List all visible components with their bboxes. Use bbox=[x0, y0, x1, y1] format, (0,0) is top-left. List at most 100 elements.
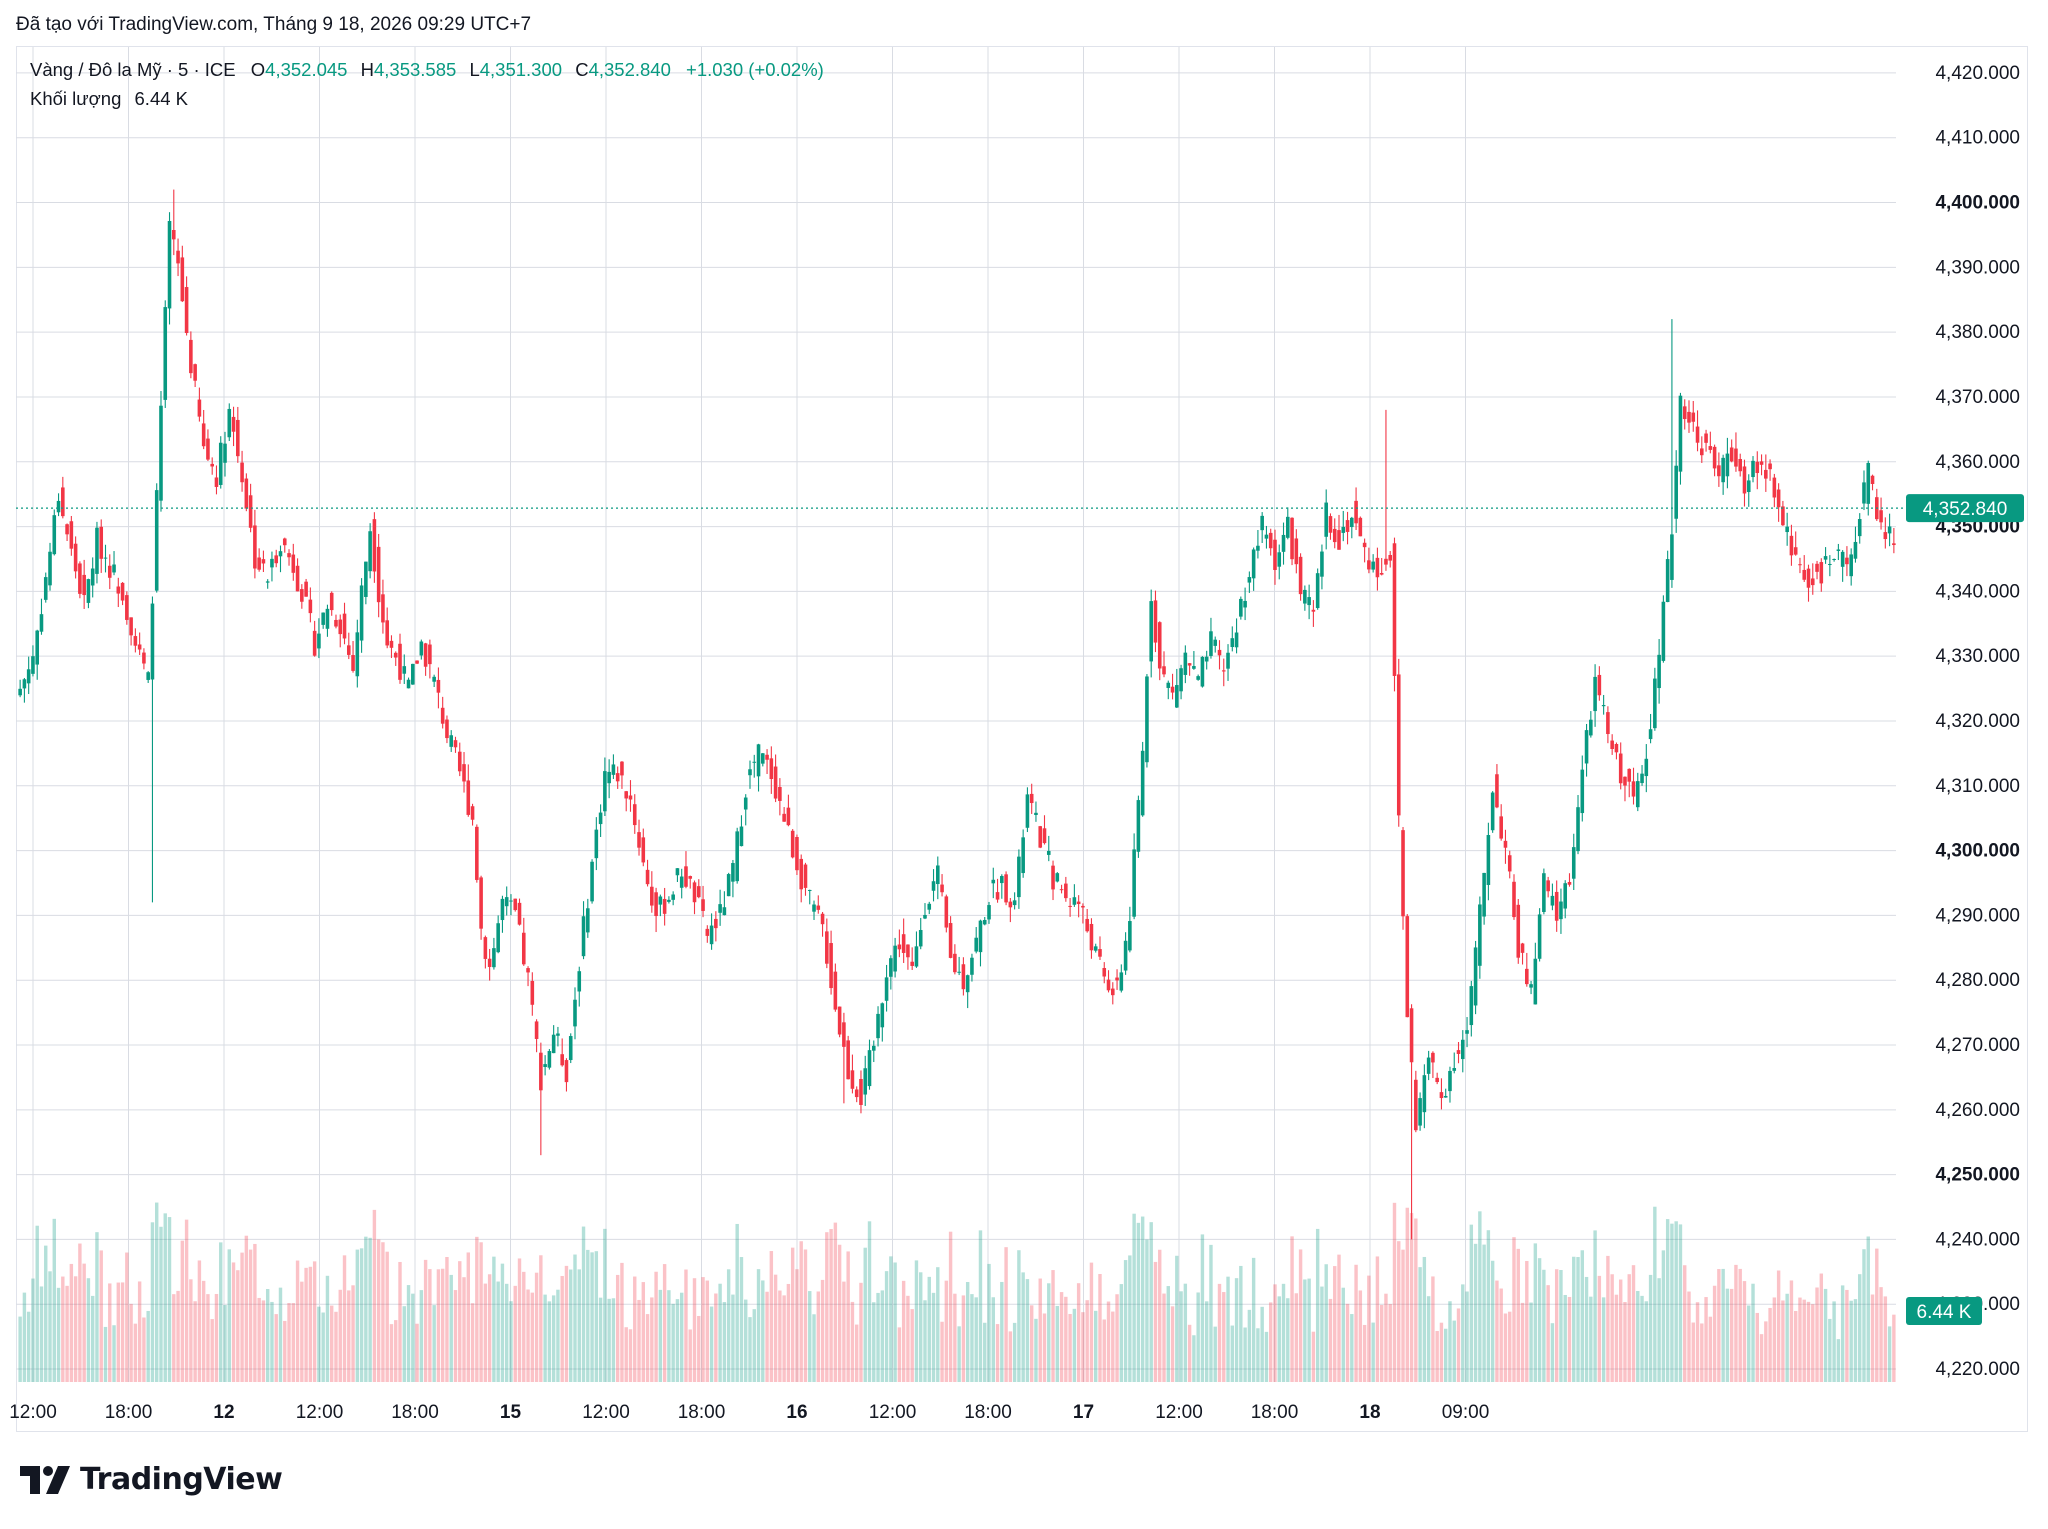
candle-body bbox=[893, 945, 897, 972]
volume-bar bbox=[1059, 1292, 1064, 1382]
candle-body bbox=[1008, 901, 1013, 908]
volume-bar bbox=[957, 1326, 961, 1382]
candle-body bbox=[1478, 904, 1482, 966]
candle-body bbox=[1691, 412, 1696, 422]
volume-label[interactable]: Khối lượng bbox=[30, 88, 122, 109]
volume-bar bbox=[919, 1272, 923, 1382]
candle-body bbox=[859, 1078, 863, 1105]
candle-body bbox=[1209, 631, 1213, 656]
candle-body bbox=[1529, 984, 1533, 988]
candle-body bbox=[1089, 923, 1094, 951]
candle-body bbox=[466, 780, 471, 815]
volume-bar bbox=[274, 1314, 278, 1382]
candle-body bbox=[957, 971, 961, 973]
volume-bar bbox=[1426, 1296, 1431, 1382]
volume-bar bbox=[163, 1213, 167, 1382]
volume-bar bbox=[953, 1293, 957, 1382]
volume-bar bbox=[628, 1329, 633, 1382]
candle-body bbox=[1384, 558, 1388, 565]
candle-body bbox=[923, 914, 927, 919]
y-tick-label: 4,240.000 bbox=[1935, 1229, 2020, 1250]
volume-bar bbox=[1435, 1331, 1439, 1382]
candle-body bbox=[1742, 466, 1747, 494]
volume-bar bbox=[598, 1297, 603, 1382]
candle-body bbox=[965, 975, 970, 993]
volume-bar bbox=[1388, 1304, 1392, 1382]
candle-body bbox=[624, 791, 629, 799]
candle-body bbox=[496, 923, 500, 953]
volume-bar bbox=[936, 1267, 940, 1382]
candle-body bbox=[291, 554, 296, 573]
volume-bar bbox=[142, 1317, 146, 1382]
volume-bar bbox=[69, 1263, 74, 1382]
candle-body bbox=[829, 943, 833, 989]
y-tick-label: 4,390.000 bbox=[1935, 257, 2020, 278]
volume-bar bbox=[1051, 1270, 1055, 1382]
candle-body bbox=[876, 1013, 880, 1039]
candle-body bbox=[833, 971, 838, 1010]
volume-bar bbox=[914, 1260, 919, 1382]
candle-body bbox=[1303, 589, 1307, 604]
volume-bar bbox=[466, 1252, 471, 1382]
volume-bar bbox=[406, 1285, 411, 1382]
volume-bar bbox=[658, 1289, 663, 1382]
candle-body bbox=[846, 1040, 850, 1080]
volume-bar bbox=[1751, 1283, 1755, 1382]
candle-body bbox=[1285, 516, 1290, 538]
candle-body bbox=[1725, 453, 1730, 477]
volume-bar bbox=[1055, 1305, 1060, 1382]
candle-body bbox=[641, 837, 646, 863]
candle-body bbox=[1810, 578, 1815, 586]
y-tick-label: 4,420.000 bbox=[1935, 63, 2020, 84]
candle-body bbox=[39, 614, 44, 632]
candle-body bbox=[718, 904, 722, 913]
candle-body bbox=[359, 585, 364, 641]
candle-body bbox=[1836, 549, 1841, 551]
volume-bar bbox=[120, 1282, 125, 1382]
volume-bar bbox=[1311, 1331, 1316, 1382]
volume-bar bbox=[679, 1292, 684, 1382]
candle-body bbox=[918, 930, 923, 947]
volume-bar bbox=[581, 1226, 586, 1382]
volume-bar bbox=[603, 1228, 607, 1382]
candle-body bbox=[189, 339, 193, 374]
volume-bar bbox=[1738, 1268, 1742, 1382]
candle-body bbox=[790, 830, 795, 858]
candle-body bbox=[603, 771, 607, 812]
volume-bar bbox=[1204, 1301, 1209, 1382]
candle-body bbox=[1798, 564, 1802, 566]
volume-bar bbox=[180, 1240, 185, 1382]
candle-body bbox=[1042, 828, 1047, 844]
symbol-label[interactable]: Vàng / Đô la Mỹ · 5 · ICE bbox=[30, 59, 236, 80]
candle-body bbox=[95, 527, 99, 574]
candle-body bbox=[146, 672, 150, 680]
candle-body bbox=[1785, 526, 1789, 533]
volume-bar bbox=[816, 1291, 820, 1382]
volume-bar bbox=[594, 1251, 599, 1382]
chart-frame[interactable] bbox=[16, 46, 2028, 1432]
y-tick-label: 4,280.000 bbox=[1935, 970, 2020, 991]
candle-body bbox=[1627, 768, 1632, 782]
candle-body bbox=[778, 786, 782, 801]
volume-bar bbox=[995, 1324, 1000, 1382]
candle-body bbox=[1315, 573, 1320, 609]
volume-bar bbox=[556, 1289, 560, 1382]
x-tick-label: 18:00 bbox=[964, 1402, 1012, 1423]
candlestick-chart[interactable]: 4,420.000 4,410.000 4,400.000 4,390.000 4,38… bbox=[0, 0, 2048, 1460]
candle-body bbox=[696, 886, 701, 898]
volume-bar bbox=[1683, 1265, 1687, 1382]
volume-bar bbox=[1008, 1331, 1013, 1382]
candle-body bbox=[184, 287, 189, 334]
candle-body bbox=[1700, 448, 1704, 456]
candle-body bbox=[726, 874, 731, 897]
candle-body bbox=[163, 307, 168, 400]
volume-bar bbox=[1209, 1244, 1213, 1382]
candle-body bbox=[1482, 872, 1486, 917]
volume-bar bbox=[1550, 1323, 1555, 1382]
candle-body bbox=[731, 863, 735, 882]
volume-bar bbox=[1691, 1322, 1695, 1382]
candle-body bbox=[910, 961, 914, 966]
volume-bar bbox=[684, 1269, 688, 1382]
candle-body bbox=[1414, 1079, 1418, 1131]
tradingview-logo[interactable]: TradingView bbox=[20, 1462, 283, 1497]
